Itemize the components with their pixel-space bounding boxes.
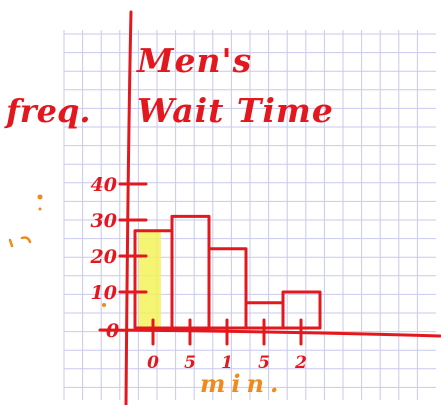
y-tick-label: 0 [106, 320, 119, 342]
y-axis-label: freq. [4, 92, 91, 130]
x-tick-label: 1 [221, 353, 233, 373]
x-ticks: 0 5 1 5 2 [147, 318, 307, 373]
bar-2 [170, 214, 211, 330]
y-ticks: 10 20 30 40 0 [90, 174, 148, 342]
grid-lines [63, 30, 436, 400]
x-tick-label: 0 [147, 353, 159, 373]
x-tick-label: 2 [294, 353, 307, 373]
x-axis-line [98, 328, 441, 338]
bar-3 [207, 247, 248, 330]
highlight-layer [138, 230, 161, 328]
histogram-bars [133, 214, 322, 330]
y-tick-label: 10 [91, 282, 117, 304]
highlight-region [138, 230, 161, 328]
chart-title-line-1: Men's [136, 41, 252, 80]
x-tick-label: 5 [258, 353, 270, 373]
y-tick-label: 20 [90, 246, 117, 268]
y-tick-label: 30 [91, 210, 117, 232]
orange-annotation-marks [8, 194, 106, 307]
y-tick-label: 40 [91, 174, 117, 196]
y-axis-line [124, 10, 133, 405]
x-axis-label: min. [200, 369, 284, 398]
chart-title-line-2: Wait Time [137, 91, 334, 130]
x-tick-label: 5 [184, 353, 196, 373]
